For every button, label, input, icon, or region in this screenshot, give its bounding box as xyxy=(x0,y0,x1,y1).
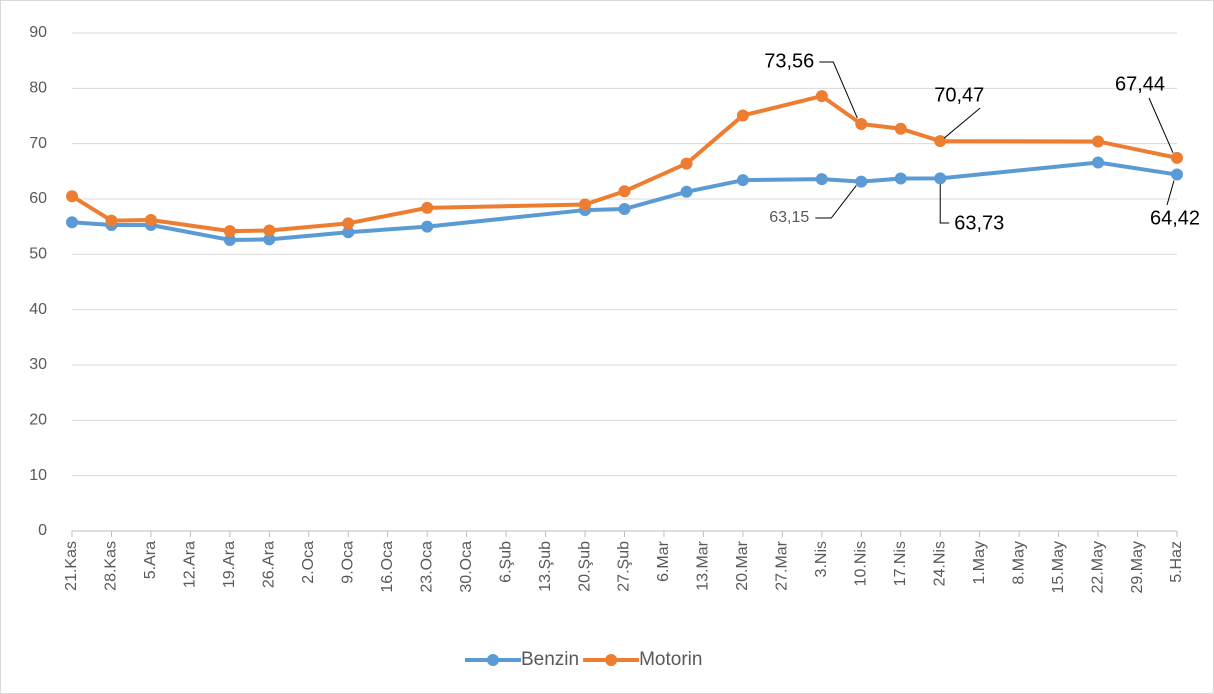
x-tick-label: 2.Oca xyxy=(300,541,317,584)
legend-marker xyxy=(605,654,618,666)
data-point xyxy=(855,175,868,188)
label-leader xyxy=(1148,97,1174,154)
data-point xyxy=(421,220,434,233)
data-point xyxy=(263,233,276,246)
data-point xyxy=(894,122,907,135)
x-tick-label: 8.May xyxy=(1010,541,1027,585)
data-label: 67,44 xyxy=(1115,73,1165,95)
x-tick-label: 23.Oca xyxy=(418,541,435,593)
data-point xyxy=(934,135,947,148)
data-point xyxy=(1171,168,1183,181)
y-tick-label: 80 xyxy=(29,80,47,97)
data-point xyxy=(618,202,631,215)
x-tick-label: 20.Şub xyxy=(576,541,593,592)
x-tick-label: 6.Mar xyxy=(655,540,672,582)
data-point xyxy=(815,90,828,103)
x-tick-label: 5.Ara xyxy=(142,541,159,579)
data-point xyxy=(680,185,693,198)
y-tick-label: 40 xyxy=(29,301,47,318)
legend-label: Benzin xyxy=(521,649,579,670)
x-tick-label: 13.Mar xyxy=(695,540,712,590)
data-point xyxy=(579,198,592,211)
data-point xyxy=(144,214,157,227)
legend: Benzin Motorin xyxy=(465,649,702,670)
data-label: 63,15 xyxy=(769,209,809,226)
data-point xyxy=(934,172,947,185)
data-point xyxy=(855,117,868,130)
data-point xyxy=(680,157,693,170)
x-tick-label: 27.Mar xyxy=(774,540,791,590)
data-point xyxy=(736,174,749,187)
data-point xyxy=(66,190,78,203)
x-tick-label: 26.Ara xyxy=(261,541,278,588)
y-tick-label: 50 xyxy=(29,246,47,263)
label-leader xyxy=(815,185,857,219)
data-point xyxy=(1171,151,1183,164)
x-tick-label: 28.Kas xyxy=(103,541,120,591)
y-tick-label: 10 xyxy=(29,467,47,484)
data-point xyxy=(342,226,355,239)
y-tick-label: 20 xyxy=(29,412,47,429)
legend-marker xyxy=(487,654,499,666)
x-tick-label: 10.Nis xyxy=(853,541,870,586)
x-tick-label: 16.Oca xyxy=(379,541,396,593)
data-point xyxy=(342,217,355,230)
x-tick-label: 12.Ara xyxy=(182,541,199,588)
x-tick-label: 20.Mar xyxy=(734,540,751,590)
x-tick-label: 22.May xyxy=(1089,541,1106,593)
data-point xyxy=(421,201,434,214)
data-label: 63,73 xyxy=(954,212,1004,234)
data-point xyxy=(894,172,907,185)
y-tick-label: 90 xyxy=(29,24,47,41)
data-point xyxy=(263,224,276,237)
data-point xyxy=(223,225,236,238)
label-leader xyxy=(943,107,981,139)
data-point xyxy=(815,173,828,186)
y-tick-label: 30 xyxy=(29,356,47,373)
x-tick-label: 19.Ara xyxy=(221,541,238,588)
x-tick-label: 9.Oca xyxy=(339,541,356,584)
x-tick-label: 5.Haz xyxy=(1168,541,1185,583)
x-tick-label: 17.Nis xyxy=(892,541,909,586)
label-leader xyxy=(819,61,858,119)
x-tick-label: 13.Şub xyxy=(537,541,554,592)
data-point xyxy=(1092,135,1105,148)
data-point xyxy=(1092,156,1105,169)
data-point xyxy=(223,233,236,246)
data-label: 70,47 xyxy=(934,84,984,106)
data-point xyxy=(618,185,631,198)
data-label: 73,56 xyxy=(764,50,814,72)
x-tick-label: 24.Nis xyxy=(931,541,948,586)
legend-label: Motorin xyxy=(639,649,702,670)
x-tick-label: 3.Nis xyxy=(813,541,830,577)
x-tick-label: 29.May xyxy=(1129,541,1146,593)
y-tick-label: 70 xyxy=(29,135,47,152)
data-point xyxy=(736,109,749,122)
x-tick-label: 21.Kas xyxy=(63,541,80,591)
x-tick-label: 1.May xyxy=(971,541,988,585)
x-tick-label: 6.Şub xyxy=(497,541,514,583)
data-point xyxy=(66,216,78,229)
y-tick-label: 0 xyxy=(38,522,47,539)
x-tick-label: 27.Şub xyxy=(616,541,633,592)
x-tick-label: 15.May xyxy=(1050,541,1067,593)
x-tick-label: 30.Oca xyxy=(458,541,475,593)
label-leader xyxy=(939,184,950,224)
data-label: 64,42 xyxy=(1150,207,1200,229)
y-tick-label: 60 xyxy=(29,190,47,207)
data-point xyxy=(105,214,118,227)
label-leader xyxy=(1166,180,1175,206)
